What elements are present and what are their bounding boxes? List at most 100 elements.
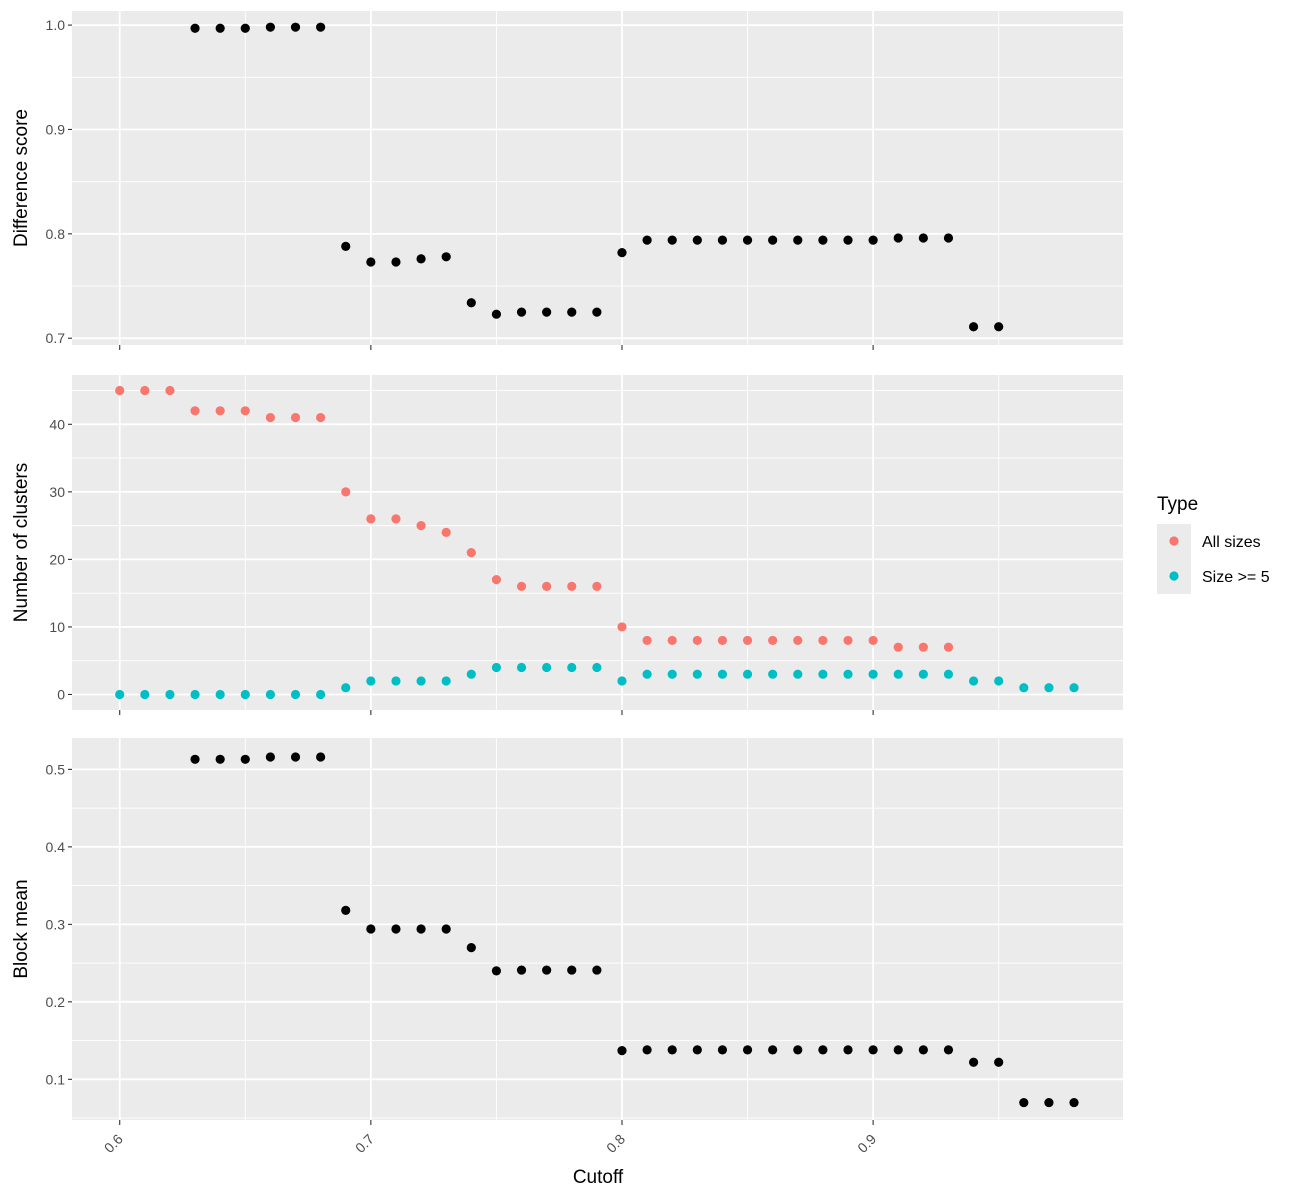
data-point xyxy=(190,23,200,33)
data-point xyxy=(542,581,552,592)
data-point xyxy=(542,662,552,673)
data-point xyxy=(717,635,728,646)
block-mean-panel: 0.1 0.2 0.3 0.4 0.5 Block mean xyxy=(11,738,1123,1125)
data-point xyxy=(265,752,275,762)
data-point xyxy=(717,669,728,679)
data-point xyxy=(366,676,376,686)
data-point xyxy=(1044,683,1054,693)
x-axis-title: Cutoff xyxy=(573,1167,624,1188)
data-point xyxy=(943,1045,954,1055)
y-axis-title: Difference score xyxy=(11,109,32,247)
data-point xyxy=(692,669,702,679)
data-point xyxy=(1019,1097,1029,1108)
data-point xyxy=(290,22,301,32)
y-axis-title: Number of clusters xyxy=(11,463,32,622)
data-point xyxy=(968,676,979,686)
data-point xyxy=(140,689,150,700)
data-point xyxy=(441,924,451,934)
data-point xyxy=(516,965,527,975)
data-point xyxy=(617,622,627,632)
data-point xyxy=(868,669,878,679)
data-point xyxy=(667,1045,677,1055)
legend-label-all-sizes: All sizes xyxy=(1202,534,1261,551)
data-point xyxy=(416,254,426,264)
data-point xyxy=(466,669,476,679)
data-point xyxy=(893,233,903,243)
data-point xyxy=(592,965,602,975)
data-point xyxy=(391,514,401,524)
data-point xyxy=(240,406,250,416)
y-tick-label: 0.3 xyxy=(46,916,66,932)
data-point xyxy=(868,1045,878,1055)
data-point xyxy=(642,1045,652,1055)
data-point xyxy=(843,669,853,679)
data-point xyxy=(341,487,351,497)
data-point xyxy=(943,669,954,679)
data-point xyxy=(491,966,502,976)
data-point xyxy=(793,1045,803,1055)
data-point xyxy=(140,385,150,396)
data-point xyxy=(617,1046,627,1056)
data-point xyxy=(516,307,527,317)
data-point xyxy=(994,676,1004,686)
series-points xyxy=(115,662,1079,700)
data-point xyxy=(215,406,225,416)
data-point xyxy=(567,307,577,317)
data-point xyxy=(290,752,301,762)
data-point xyxy=(918,642,928,652)
data-point xyxy=(868,635,878,646)
data-point xyxy=(642,235,652,245)
panel-background xyxy=(72,11,1123,345)
data-point xyxy=(793,235,803,245)
data-point xyxy=(265,22,275,32)
series-points xyxy=(115,385,954,652)
data-point xyxy=(341,241,351,251)
data-point xyxy=(265,689,275,700)
data-point xyxy=(768,235,778,245)
data-point xyxy=(115,689,125,700)
data-point xyxy=(190,406,200,416)
y-tick-label: 0.1 xyxy=(46,1071,66,1087)
data-point xyxy=(416,676,426,686)
data-point xyxy=(567,965,577,975)
panel-background xyxy=(72,738,1123,1120)
data-point xyxy=(1019,683,1029,693)
data-point xyxy=(366,257,376,267)
difference-score-panel: 0.7 0.8 0.9 1.0 Difference score xyxy=(11,11,1123,350)
data-point xyxy=(617,676,627,686)
y-tick-label: 0 xyxy=(57,686,65,702)
data-point xyxy=(893,1045,903,1055)
data-point xyxy=(692,235,702,245)
data-point xyxy=(843,635,853,646)
y-axis-title: Block mean xyxy=(11,879,32,978)
data-point xyxy=(165,385,175,396)
data-point xyxy=(742,235,753,245)
data-point xyxy=(717,1045,728,1055)
data-point xyxy=(918,233,928,243)
data-point xyxy=(768,669,778,679)
data-point xyxy=(943,233,954,243)
data-point xyxy=(742,635,753,646)
data-point xyxy=(893,669,903,679)
data-point xyxy=(918,1045,928,1055)
data-point xyxy=(441,527,451,537)
y-tick-label: 20 xyxy=(49,551,65,567)
data-point xyxy=(542,307,552,317)
data-point xyxy=(366,514,376,524)
y-tick-label: 1.0 xyxy=(46,17,66,33)
data-point xyxy=(592,581,602,592)
data-point xyxy=(441,676,451,686)
data-point xyxy=(642,635,652,646)
legend-key-size-ge-5 xyxy=(1169,571,1179,581)
data-point xyxy=(240,23,250,33)
data-point xyxy=(818,635,828,646)
data-point xyxy=(818,235,828,245)
data-point xyxy=(717,235,728,245)
data-point xyxy=(968,322,979,332)
data-point xyxy=(316,689,326,700)
data-point xyxy=(516,581,527,592)
data-point xyxy=(692,635,702,646)
y-tick-label: 0.4 xyxy=(46,839,66,855)
data-point xyxy=(1069,683,1079,693)
legend-title: Type xyxy=(1157,494,1198,515)
